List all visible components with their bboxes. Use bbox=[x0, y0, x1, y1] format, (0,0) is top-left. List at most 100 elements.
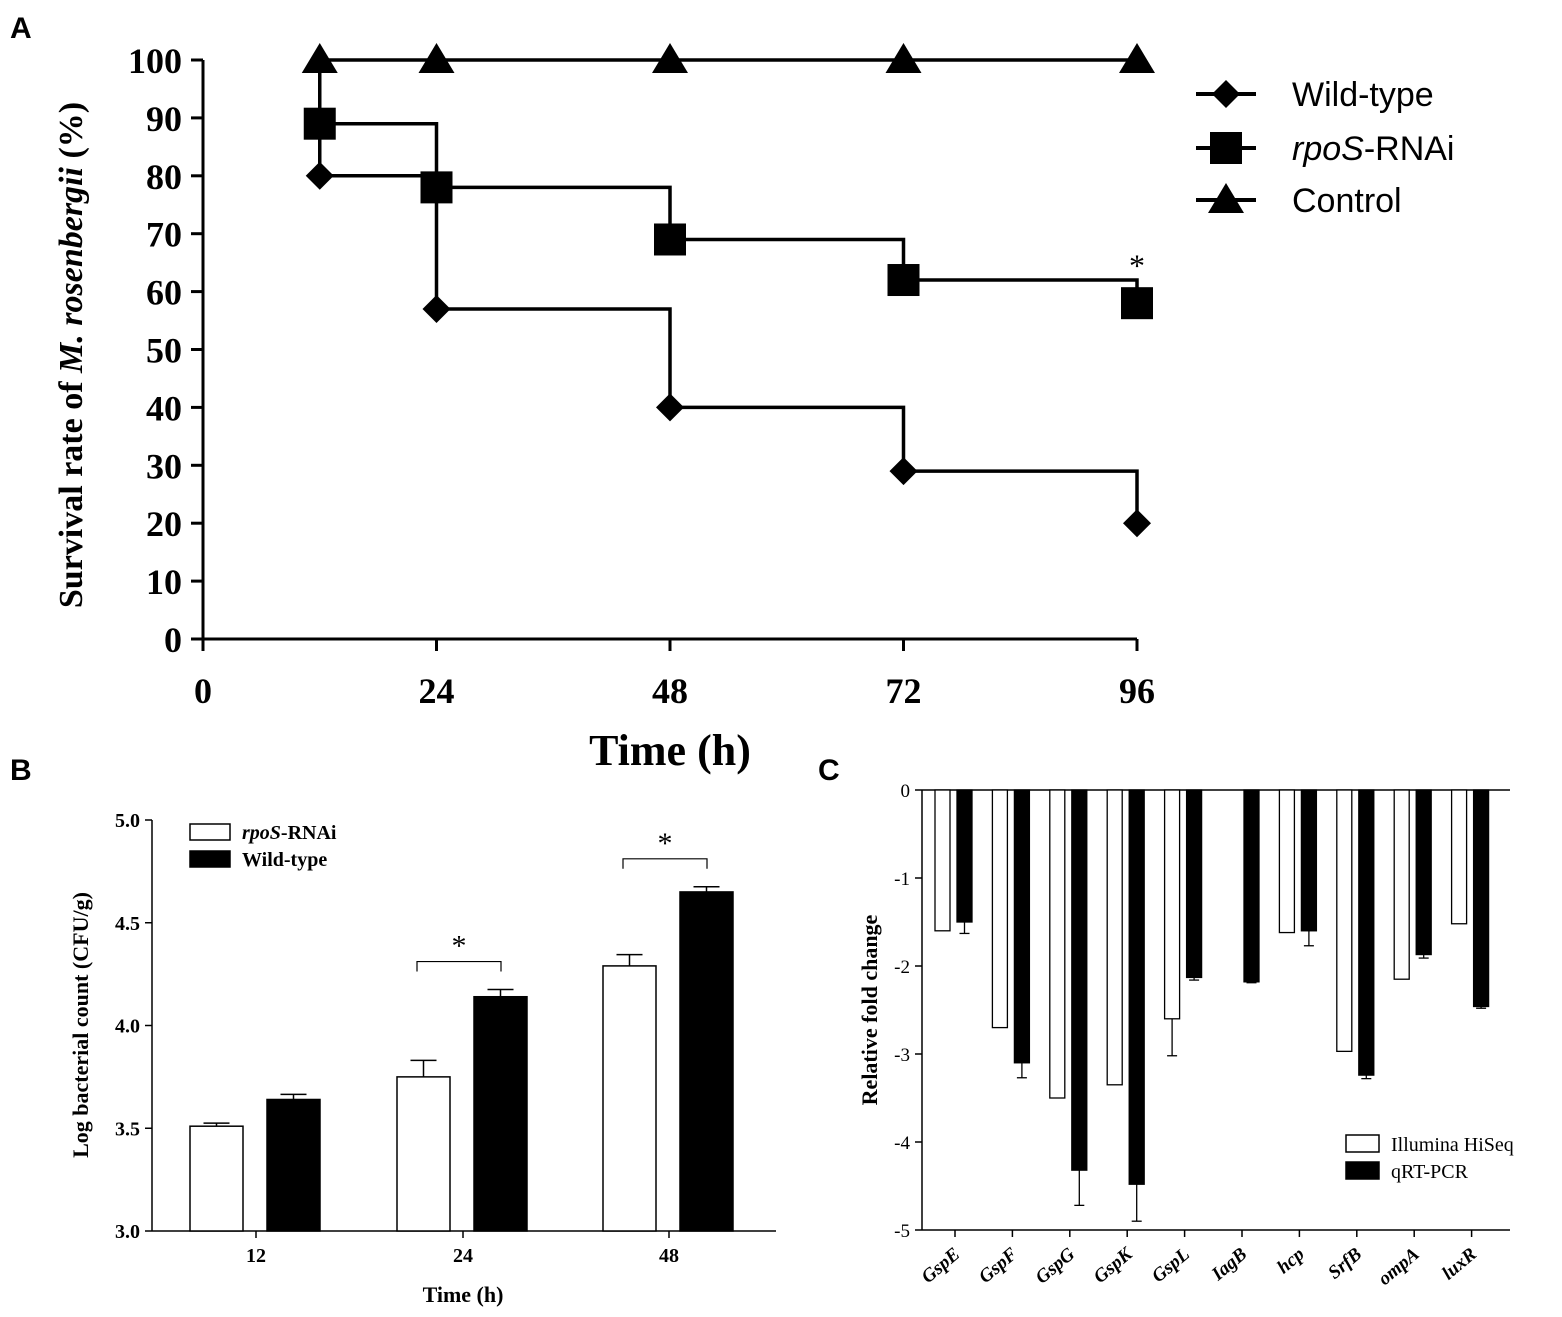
legend-b-wildtype-label: Wild-type bbox=[242, 849, 327, 871]
panel-a-y-tick-label: 30 bbox=[146, 446, 182, 486]
panel-a-point-rpos bbox=[1121, 287, 1153, 320]
panel-c-y-tick-label: -4 bbox=[894, 1133, 910, 1154]
panel-a-y-tick-label: 20 bbox=[146, 504, 182, 544]
panel-a-x-tick-label: 48 bbox=[652, 671, 688, 711]
panel-c-bar-qrtpcr bbox=[1185, 789, 1203, 979]
legend-c-qrtpcr-swatch bbox=[1345, 1161, 1380, 1180]
panel-a-x-label: Time (h) bbox=[589, 726, 751, 775]
panel-b-x-tick-label: 48 bbox=[659, 1245, 679, 1267]
panel-c-bar-qrtpcr bbox=[1013, 789, 1031, 1064]
panel-c-y-tick-label: 0 bbox=[901, 781, 911, 802]
panel-a-y-tick-label: 100 bbox=[128, 41, 182, 81]
panel-b-significance-bracket bbox=[622, 858, 708, 869]
panel-a-point-rpos bbox=[654, 223, 686, 256]
panel-b-bar-rpos bbox=[189, 1125, 244, 1232]
legend-a-rpos-marker bbox=[1210, 132, 1242, 164]
panel-a-x-tick-label: 24 bbox=[419, 671, 455, 711]
panel-c-x-tick-label: luxR bbox=[1438, 1244, 1481, 1285]
panel-c-bar-qrtpcr bbox=[1415, 789, 1432, 956]
panel-a-y-tick-label: 90 bbox=[146, 99, 182, 139]
panel-b-bar-rpos bbox=[396, 1076, 451, 1232]
panel-a-y-label-suffix: (%) bbox=[53, 102, 90, 167]
panel-c-bar-qrtpcr bbox=[956, 789, 973, 923]
panel-b-bar-wildtype bbox=[679, 891, 734, 1232]
panel-c-x-tick-label: GspE bbox=[918, 1244, 965, 1288]
legend-b-rpos-swatch bbox=[189, 823, 231, 841]
panel-c-x-tick-label: GspF bbox=[975, 1244, 1022, 1288]
panel-c-y-tick-label: -5 bbox=[894, 1221, 910, 1242]
panel-a-point-control bbox=[301, 43, 338, 73]
panel-c-x-tick-label: ompA bbox=[1374, 1244, 1423, 1290]
panel-a-point-control bbox=[885, 43, 922, 73]
panel-a-point-rpos bbox=[887, 264, 920, 297]
panel-a-y-tick-label: 50 bbox=[146, 331, 182, 371]
panel-a-point-wildtype bbox=[889, 457, 918, 486]
legend-a-rpos-italic: rpoS bbox=[1292, 130, 1364, 168]
panel-a-letter: A bbox=[10, 12, 32, 45]
panel-a-point-control bbox=[1119, 43, 1155, 73]
panel-c-x-tick-label: hcp bbox=[1273, 1244, 1308, 1278]
panel-a-y-label-prefix: Survival rate of bbox=[53, 373, 90, 608]
panel-b: B 3.0 3.5 4.0 4.5 5.0 12 24 48 * * Time (h) Log… bbox=[10, 754, 776, 1307]
panel-b-y-tick-label: 3.5 bbox=[115, 1118, 140, 1140]
panel-a-point-wildtype bbox=[1123, 509, 1151, 538]
panel-c-bar-illumina bbox=[934, 789, 951, 932]
panel-a-significance: * bbox=[1129, 247, 1145, 283]
legend-a-wildtype-label: Wild-type bbox=[1292, 76, 1434, 114]
panel-c-bar-qrtpcr bbox=[1128, 789, 1145, 1185]
panel-a-line-rpos bbox=[318, 60, 1139, 304]
panel-a-point-wildtype bbox=[422, 294, 451, 323]
panel-a-x-tick-label: 0 bbox=[194, 671, 212, 711]
panel-a-point-control bbox=[418, 43, 455, 73]
legend-a-wildtype-marker bbox=[1212, 80, 1240, 108]
panel-a-y-label-species: M. rosenbergii bbox=[53, 167, 90, 374]
panel-c-bar-qrtpcr bbox=[1300, 789, 1318, 932]
panel-c-y-tick-label: -3 bbox=[894, 1045, 910, 1066]
panel-a-y-label: Survival rate of M. rosenbergii (%) bbox=[53, 102, 90, 608]
panel-c-bar-qrtpcr bbox=[1071, 789, 1088, 1171]
legend-b-rpos-italic: rpoS bbox=[242, 822, 281, 844]
panel-c-y-tick-label: -1 bbox=[894, 869, 910, 890]
panel-a-y-tick-label: 40 bbox=[146, 388, 182, 428]
panel-a-x-tick-label: 96 bbox=[1119, 671, 1155, 711]
panel-b-bar-wildtype bbox=[266, 1098, 321, 1232]
legend-a-rpos-suffix: -RNAi bbox=[1364, 130, 1455, 168]
panel-c-bar-illumina bbox=[991, 789, 1009, 1029]
panel-c-x-tick-label: SrfB bbox=[1324, 1244, 1366, 1284]
panel-a-y-tick-label: 80 bbox=[146, 157, 182, 197]
panel-b-y-tick-label: 4.0 bbox=[115, 1016, 140, 1038]
panel-c-x-tick-label: GspG bbox=[1032, 1244, 1080, 1289]
panel-b-significance-star: * bbox=[452, 930, 467, 963]
panel-c-bar-illumina bbox=[1278, 789, 1296, 934]
panel-c-bar-qrtpcr bbox=[1243, 789, 1260, 983]
panel-a-legend: Wild-type rpoS-RNAi Control bbox=[1196, 76, 1455, 220]
legend-c-illumina-label: Illumina HiSeq bbox=[1391, 1134, 1514, 1156]
panel-a-x-tick-label: 72 bbox=[886, 671, 922, 711]
panel-a-point-wildtype bbox=[656, 393, 684, 422]
panel-b-y-label: Log bacterial count (CFU/g) bbox=[68, 892, 93, 1158]
panel-c-bar-illumina bbox=[1450, 789, 1468, 925]
legend-c-illumina-swatch bbox=[1345, 1134, 1380, 1153]
panel-c-bar-illumina bbox=[1393, 789, 1410, 980]
panel-c-x-tick-label: GspK bbox=[1090, 1243, 1138, 1288]
panel-c-letter: C bbox=[818, 754, 840, 787]
panel-b-x-label: Time (h) bbox=[423, 1282, 504, 1307]
panel-a-point-rpos bbox=[420, 171, 453, 204]
panel-b-letter: B bbox=[10, 754, 32, 787]
panel-b-bar-rpos bbox=[602, 965, 657, 1232]
panel-c-bar-illumina bbox=[1336, 789, 1353, 1053]
panel-a-y-tick-label: 60 bbox=[146, 273, 182, 313]
panel-b-x-tick-label: 12 bbox=[246, 1245, 266, 1267]
panel-c-bar-qrtpcr bbox=[1358, 789, 1375, 1076]
panel-c-y-tick-label: -2 bbox=[894, 957, 910, 978]
legend-a-control-marker bbox=[1208, 183, 1244, 213]
panel-b-bar-wildtype bbox=[473, 995, 528, 1232]
panel-b-y-tick-label: 4.5 bbox=[115, 913, 140, 935]
panel-a: A 0 10 20 30 40 50 60 70 80 90 100 0 24 48 72 96 * Tim… bbox=[10, 12, 1455, 775]
panel-b-y-tick-label: 5.0 bbox=[115, 810, 140, 832]
panel-a-point-wildtype bbox=[305, 161, 334, 190]
panel-b-significance-star: * bbox=[658, 827, 673, 860]
panel-a-line-wildtype bbox=[318, 60, 1139, 524]
panel-a-point-rpos bbox=[303, 107, 336, 140]
legend-b-rpos-label: rpoS-RNAi bbox=[242, 822, 337, 844]
